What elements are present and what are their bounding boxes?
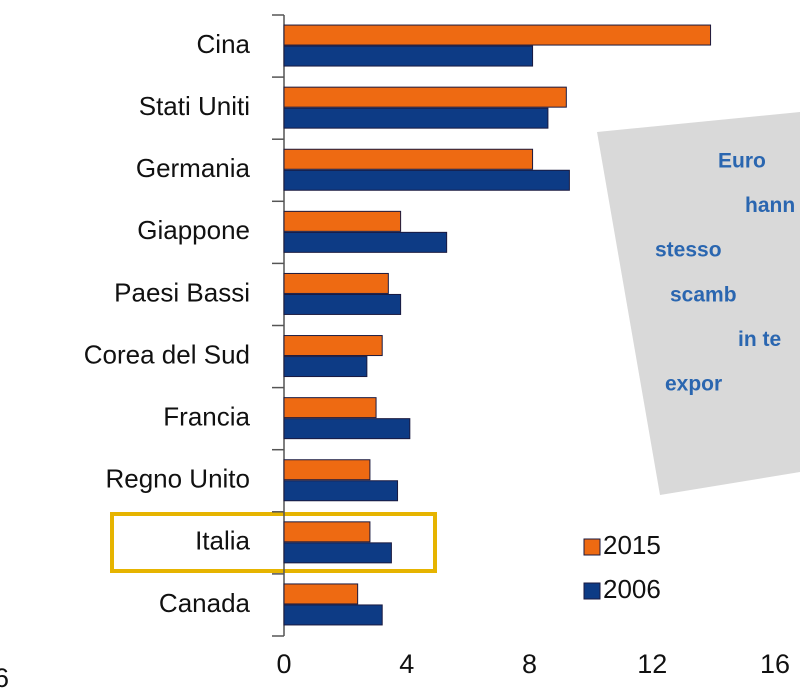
annotation-line: scamb bbox=[670, 283, 737, 306]
bar bbox=[283, 24, 712, 46]
y-tick-label: Canada bbox=[159, 588, 251, 618]
y-tick-label: Germania bbox=[136, 153, 251, 183]
x-tick-label: 12 bbox=[637, 649, 667, 679]
y-tick-label: Paesi Bassi bbox=[114, 277, 250, 307]
bar bbox=[283, 210, 402, 232]
bar bbox=[283, 542, 392, 564]
y-tick-label: Francia bbox=[163, 402, 250, 432]
y-tick-label: Giappone bbox=[137, 215, 250, 245]
bar bbox=[283, 107, 549, 129]
annotation-box bbox=[597, 112, 800, 495]
x-tick-label: 16 bbox=[760, 649, 790, 679]
annotation-line: hann bbox=[745, 194, 795, 217]
annotation-line: in te bbox=[738, 328, 781, 351]
highlight-box bbox=[110, 512, 437, 573]
annotation-line: stesso bbox=[655, 239, 722, 262]
bar bbox=[283, 356, 368, 378]
annotation-line: Euro bbox=[718, 150, 766, 173]
bar bbox=[283, 418, 411, 440]
bar bbox=[283, 169, 570, 191]
bar bbox=[283, 272, 389, 294]
bar bbox=[283, 397, 377, 419]
bar bbox=[283, 148, 534, 170]
y-tick-label: Italia bbox=[195, 526, 250, 556]
x-tick-label: 8 bbox=[522, 649, 537, 679]
y-tick-label: Stati Uniti bbox=[139, 91, 250, 121]
legend-label: 2015 bbox=[603, 530, 661, 560]
bar bbox=[283, 293, 402, 315]
bar bbox=[283, 604, 383, 626]
legend-label: 2006 bbox=[603, 574, 661, 604]
y-tick-label: Corea del Sud bbox=[84, 339, 250, 369]
bar bbox=[283, 86, 567, 108]
bar bbox=[283, 459, 371, 481]
bar bbox=[283, 335, 383, 357]
y-tick-label: Regno Unito bbox=[105, 464, 250, 494]
bar bbox=[283, 480, 399, 502]
footnote: 6 bbox=[0, 663, 9, 693]
x-tick-label: 0 bbox=[276, 649, 291, 679]
legend-swatch bbox=[583, 538, 601, 556]
bar bbox=[283, 45, 534, 67]
bar bbox=[283, 583, 359, 605]
annotation-line: expor bbox=[665, 373, 722, 396]
y-tick-label: Cina bbox=[197, 29, 251, 59]
bar bbox=[283, 521, 371, 543]
legend-swatch bbox=[583, 582, 601, 600]
bar bbox=[283, 231, 448, 253]
x-tick-label: 4 bbox=[399, 649, 414, 679]
